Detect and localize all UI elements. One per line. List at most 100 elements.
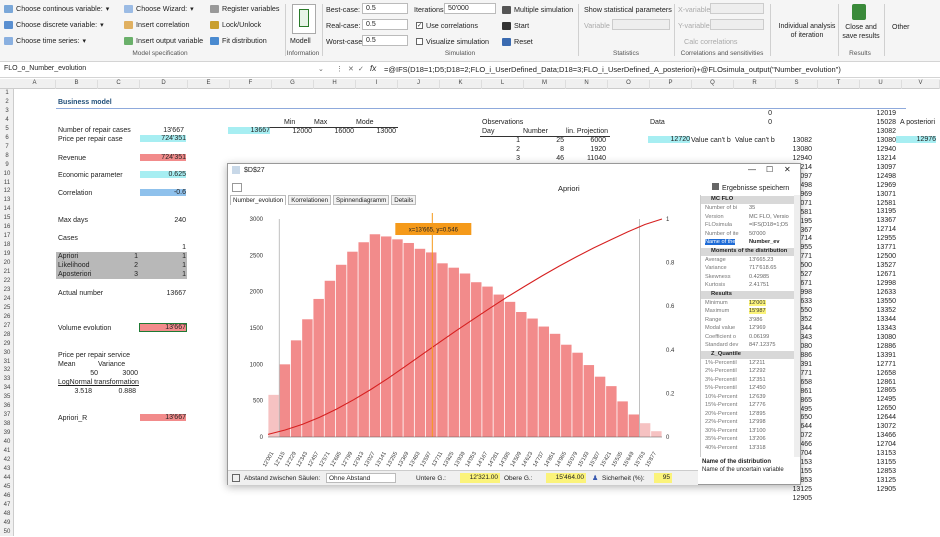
column-header[interactable]: U	[860, 80, 902, 89]
visualize-simulation-checkbox[interactable]: Visualize simulation	[416, 37, 489, 46]
tab[interactable]: Details	[391, 195, 417, 205]
row-header[interactable]: 18	[3, 242, 11, 249]
row-header[interactable]: 12	[3, 188, 11, 195]
row-header[interactable]: 39	[3, 430, 11, 437]
enter-icon[interactable]: ✓	[358, 66, 364, 73]
actual-number-cell[interactable]: 13667	[166, 290, 186, 297]
close-save-button[interactable]: Close and save results	[842, 24, 880, 40]
use-correlations-checkbox[interactable]: ✓ Use correlations	[416, 21, 478, 30]
modell-icon[interactable]	[292, 4, 316, 34]
row-header[interactable]: 48	[3, 510, 11, 517]
row-header[interactable]: 50	[3, 528, 11, 535]
column-header[interactable]: J	[398, 80, 440, 89]
minimize-icon[interactable]: —	[748, 165, 756, 174]
tab[interactable]: Spinnendiagramm	[333, 195, 390, 205]
price-cell[interactable]: 724'351	[140, 135, 186, 142]
upper-bound-input[interactable]: 15'464.00	[546, 473, 586, 483]
chart-icon[interactable]	[232, 183, 242, 192]
row-header[interactable]: 44	[3, 474, 11, 481]
row-header[interactable]: 21	[3, 269, 11, 275]
row-header[interactable]: 13	[3, 197, 11, 204]
fit-distribution-button[interactable]: Fit distribution	[210, 36, 267, 45]
multiple-simulation-button[interactable]: Multiple simulation	[502, 5, 573, 14]
chart-settings-icon[interactable]	[232, 474, 240, 482]
econ-cell[interactable]: 0.625	[140, 171, 186, 178]
row-header[interactable]: 42	[3, 456, 11, 463]
row-header[interactable]: 33	[3, 376, 11, 383]
formula-input[interactable]: =@IFS(D18=1;D5;D18=2;FLO_i_UserDefined_D…	[384, 65, 841, 74]
column-header[interactable]: S	[776, 80, 818, 89]
row-header[interactable]: 27	[3, 322, 11, 329]
row-header[interactable]: 8	[5, 152, 9, 159]
row-header[interactable]: 17	[3, 233, 11, 240]
best-case-input[interactable]: 0.5	[362, 3, 408, 14]
column-header[interactable]: K	[440, 80, 482, 89]
row-header[interactable]: 34	[3, 385, 11, 392]
row-header[interactable]: 2	[5, 98, 9, 105]
column-header[interactable]: D	[140, 80, 188, 89]
worst-case-input[interactable]: 0.5	[362, 35, 408, 46]
tab[interactable]: Number_evolution	[230, 195, 287, 205]
column-header[interactable]: F	[230, 80, 272, 89]
row-header[interactable]: 38	[3, 421, 11, 428]
register-variables-button[interactable]: Register variables	[210, 4, 280, 13]
tab[interactable]: Korrelationen	[288, 195, 332, 205]
row-header[interactable]: 29	[3, 340, 11, 347]
column-header[interactable]: C	[98, 80, 140, 89]
other-button[interactable]: Other	[892, 24, 910, 31]
reset-button[interactable]: Reset	[502, 37, 533, 46]
row-header[interactable]: 7	[5, 143, 9, 150]
certainty-input[interactable]: 95	[654, 473, 672, 483]
row-header[interactable]: 11	[3, 179, 11, 186]
row-header[interactable]: 14	[3, 206, 11, 213]
row-header[interactable]: 22	[3, 277, 11, 284]
apriori-r-cell[interactable]: 13'667	[140, 414, 186, 421]
histogram-chart[interactable]: 05001000150020002500300000.20.40.60.8112…	[230, 205, 698, 475]
row-header[interactable]: 28	[3, 331, 11, 338]
volume-evolution-cell[interactable]: 13'667	[139, 323, 187, 332]
insert-correlation-button[interactable]: Insert correlation	[124, 20, 190, 29]
row-header[interactable]: 20	[3, 260, 11, 267]
row-header[interactable]: 46	[3, 492, 11, 499]
column-header[interactable]: I	[356, 80, 398, 89]
row-header[interactable]: 30	[3, 349, 11, 356]
row-header[interactable]: 36	[3, 403, 11, 410]
choose-discrete-button[interactable]: Choose discrete variable: ▾	[4, 20, 104, 29]
x-variable-select[interactable]	[710, 3, 764, 14]
show-stats-button[interactable]: Show statistical parameters	[584, 5, 672, 14]
column-header[interactable]: G	[272, 80, 314, 89]
column-header[interactable]: O	[608, 80, 650, 89]
start-button[interactable]: Start	[502, 21, 529, 30]
repair-cases-cell[interactable]: 13'667	[163, 127, 184, 134]
column-header[interactable]: T	[818, 80, 860, 89]
row-header[interactable]: 19	[3, 251, 11, 258]
dialog-titlebar[interactable]: $D$27 — ☐ ✕	[228, 164, 800, 178]
column-header[interactable]: R	[734, 80, 776, 89]
column-header[interactable]: M	[524, 80, 566, 89]
row-header[interactable]: 10	[3, 170, 11, 177]
row-header[interactable]: 47	[3, 501, 11, 508]
row-header[interactable]: 26	[3, 313, 11, 320]
column-header[interactable]: B	[56, 80, 98, 89]
row-header[interactable]: 49	[3, 519, 11, 526]
revenue-cell[interactable]: 724'351	[140, 154, 186, 161]
row-header[interactable]: 45	[3, 483, 11, 490]
row-header[interactable]: 3	[5, 107, 9, 114]
maximize-icon[interactable]: ☐	[766, 165, 774, 174]
individual-analysis-button[interactable]: Individual analysis of iteration	[778, 23, 836, 39]
row-header[interactable]: 41	[3, 448, 11, 454]
column-header[interactable]: H	[314, 80, 356, 89]
row-header[interactable]: 15	[3, 215, 11, 222]
save-results-button[interactable]: Ergebnisse speichern	[712, 183, 800, 192]
lower-bound-input[interactable]: 12'321.00	[460, 473, 500, 483]
row-header[interactable]: 32	[3, 367, 11, 374]
iterations-input[interactable]: 50'000	[444, 3, 496, 14]
row-header[interactable]: 35	[3, 394, 11, 401]
column-header[interactable]: E	[188, 80, 230, 89]
row-header[interactable]: 6	[5, 134, 9, 141]
row-header[interactable]: 43	[3, 465, 11, 472]
row-header[interactable]: 4	[5, 116, 9, 123]
y-variable-select[interactable]	[710, 19, 764, 30]
row-header[interactable]: 31	[3, 358, 11, 365]
column-header[interactable]: Q	[692, 80, 734, 89]
